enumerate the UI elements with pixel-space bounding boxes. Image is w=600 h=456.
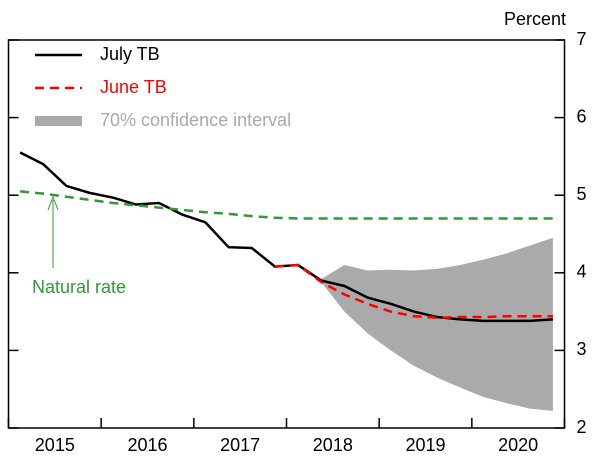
confidence-band <box>321 237 553 411</box>
series-annotation: Natural rate <box>32 277 126 297</box>
legend-label: June TB <box>100 77 167 97</box>
y-axis-label: Percent <box>504 9 566 29</box>
x-tick-label: 2016 <box>127 435 167 455</box>
legend-label: 70% confidence interval <box>100 110 291 130</box>
y-tick-label: 5 <box>577 184 587 204</box>
x-tick-label: 2019 <box>405 435 445 455</box>
y-tick-label: 7 <box>577 29 587 49</box>
y-tick-label: 6 <box>577 106 587 126</box>
y-tick-label: 4 <box>577 262 587 282</box>
x-tick-label: 2018 <box>313 435 353 455</box>
series-line <box>19 151 554 323</box>
series-line <box>274 263 553 320</box>
x-tick-label: 2020 <box>498 435 538 455</box>
legend-label: July TB <box>100 44 160 64</box>
y-tick-label: 3 <box>577 339 587 359</box>
annotation-arrowhead <box>47 195 59 211</box>
x-tick-label: 2017 <box>220 435 260 455</box>
x-tick-label: 2015 <box>35 435 75 455</box>
y-tick-label: 2 <box>577 417 587 437</box>
